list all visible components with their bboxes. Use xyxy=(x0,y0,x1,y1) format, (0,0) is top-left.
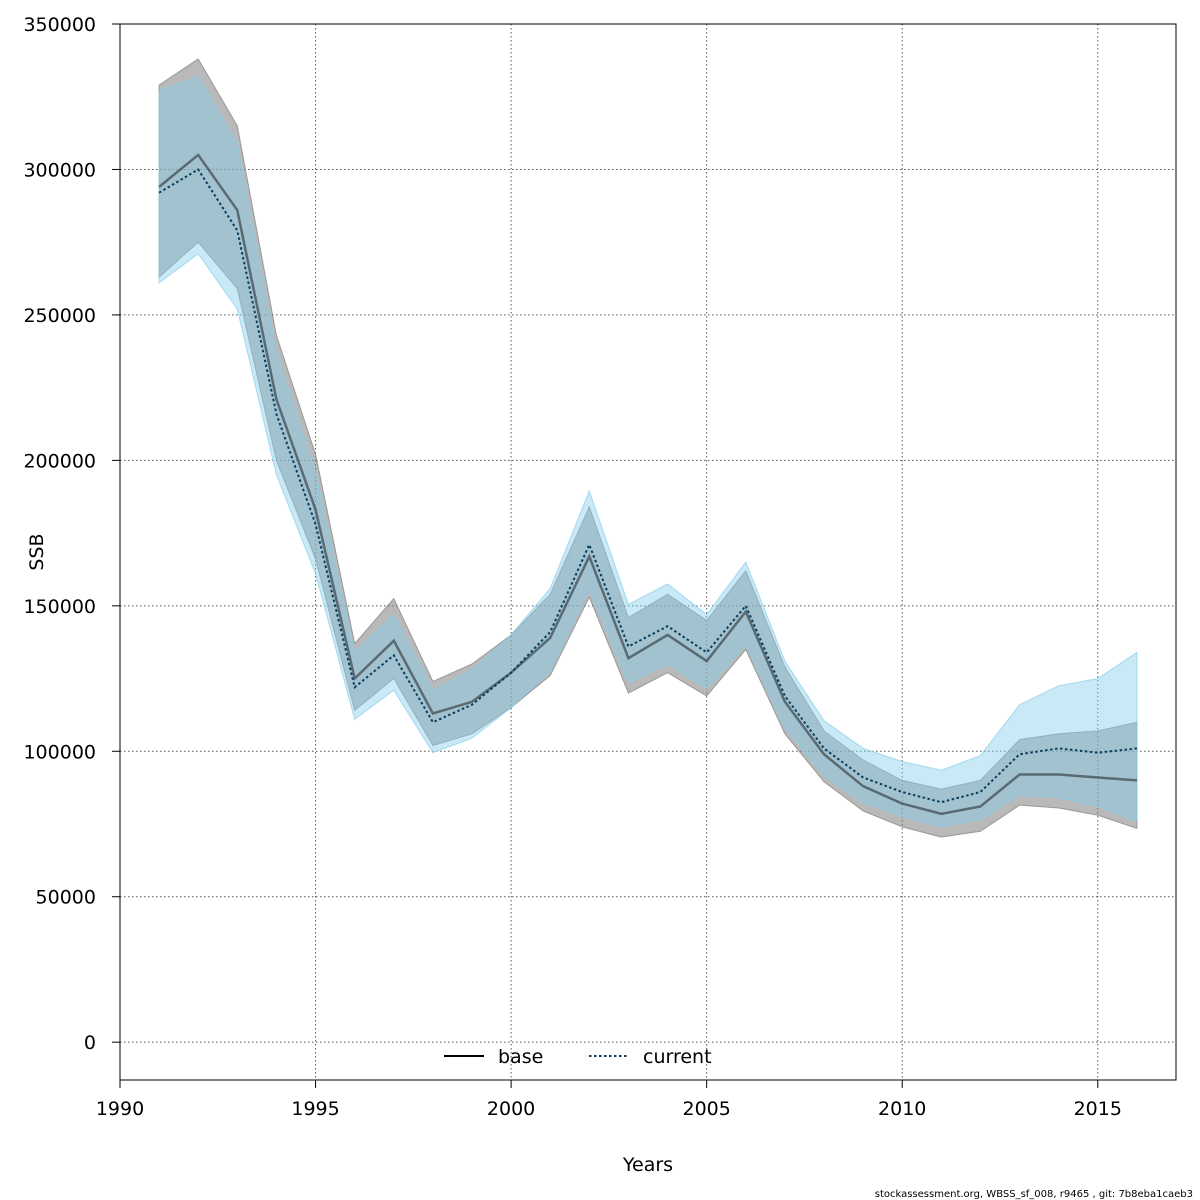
y-tick-label: 350000 xyxy=(23,14,96,36)
x-tick-label: 2000 xyxy=(487,1098,535,1120)
series-line-base xyxy=(158,153,1137,816)
y-tick-label: 50000 xyxy=(36,887,96,909)
series-lines xyxy=(158,153,1138,816)
x-tick-label: 1995 xyxy=(291,1098,339,1120)
y-tick-label: 0 xyxy=(84,1032,96,1054)
x-axis-title: Years xyxy=(622,1154,673,1176)
footer-text: stockassessment.org, WBSS_sf_008, r9465 … xyxy=(875,1189,1193,1200)
confidence-band-current xyxy=(158,75,1138,828)
plot-frame xyxy=(119,23,1177,1081)
y-tick-label: 150000 xyxy=(23,596,96,618)
series-line-current xyxy=(158,168,1138,804)
legend-label-current: current xyxy=(643,1046,712,1068)
y-axis-title: SSB xyxy=(26,533,48,570)
x-tick-label: 2010 xyxy=(878,1098,926,1120)
legend-label-base: base xyxy=(498,1046,543,1068)
x-tick-label: 2015 xyxy=(1074,1098,1122,1120)
x-tick-label: 1990 xyxy=(96,1098,144,1120)
legend: base current xyxy=(444,1046,712,1068)
y-tick-label: 200000 xyxy=(23,450,96,472)
y-tick-label: 100000 xyxy=(23,741,96,763)
confidence-bands xyxy=(158,58,1138,838)
y-tick-label: 300000 xyxy=(23,159,96,181)
y-tick-label: 250000 xyxy=(23,305,96,327)
confidence-band-base xyxy=(158,58,1138,838)
axes: 1990 1995 2000 2005 2010 2015 0 50000 100000 1500… xyxy=(23,14,1121,1120)
x-tick-label: 2005 xyxy=(682,1098,730,1120)
